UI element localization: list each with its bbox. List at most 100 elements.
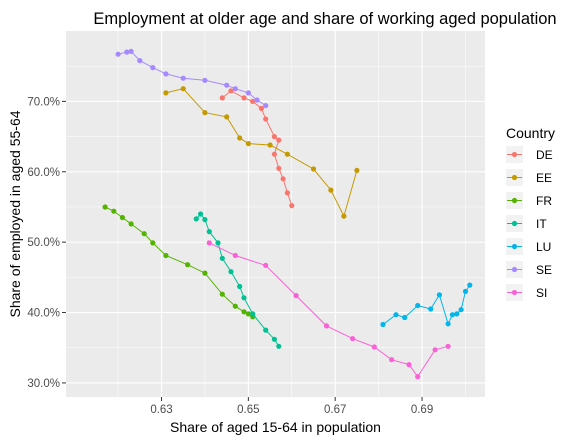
data-point-it: [276, 343, 282, 349]
data-point-se: [163, 71, 169, 77]
data-point-fr: [163, 252, 169, 259]
y-axis-title: Share of employed in aged 55-64: [7, 110, 23, 317]
data-point-it: [241, 295, 247, 301]
y-axis-ticks: 30.0% 40.0% 50.0% 60.0% 70.0%: [27, 96, 66, 390]
data-point-ee: [202, 110, 208, 116]
data-point-ee: [341, 213, 347, 219]
data-point-lu: [445, 321, 451, 327]
data-point-it: [263, 327, 269, 333]
data-point-se: [137, 58, 143, 64]
data-point-lu: [393, 312, 399, 318]
data-point-lu: [454, 311, 460, 317]
data-point-de: [276, 137, 282, 143]
data-point-ee: [224, 114, 230, 120]
data-point-fr: [102, 204, 108, 210]
legend-label-se: SE: [536, 263, 552, 277]
data-point-si: [263, 262, 269, 268]
x-axis-ticks: 0.63 0.65 0.67 0.69: [150, 397, 433, 416]
data-point-ee: [328, 187, 334, 193]
data-point-ee: [284, 151, 290, 157]
series-line-ee: [165, 88, 358, 218]
legend-title: Country: [506, 125, 555, 141]
data-point-de: [271, 151, 277, 157]
data-point-de: [228, 88, 234, 94]
series-fr: [102, 204, 256, 320]
series-it: [193, 211, 282, 349]
data-point-it: [219, 255, 225, 261]
data-point-fr: [111, 208, 117, 214]
data-point-se: [115, 51, 121, 57]
data-point-ee: [237, 135, 243, 141]
data-point-si: [232, 252, 238, 259]
x-tick-label: 0.65: [237, 404, 259, 416]
data-point-lu: [402, 314, 408, 321]
legend-key-point: [511, 174, 518, 181]
legend-label-ee: EE: [536, 171, 552, 185]
data-point-si: [389, 357, 395, 363]
data-point-de: [250, 98, 256, 104]
x-tick-label: 0.63: [150, 404, 172, 416]
data-point-ee: [354, 167, 360, 173]
series-de: [219, 88, 295, 209]
series-si: [206, 240, 451, 380]
data-point-fr: [219, 291, 225, 297]
legend-item-si: SI: [506, 284, 547, 301]
data-point-ee: [163, 90, 169, 96]
data-point-it: [202, 217, 208, 223]
data-point-fr: [245, 311, 251, 317]
legend-label-si: SI: [536, 286, 547, 300]
data-point-ee: [267, 142, 273, 148]
legend-item-de: DE: [506, 146, 553, 163]
legend-item-se: SE: [506, 261, 552, 278]
legend: Country DE EE FR IT LU SE SI: [506, 125, 555, 301]
data-point-de: [258, 105, 264, 111]
data-point-se: [150, 65, 156, 71]
data-point-de: [280, 176, 286, 182]
data-point-it: [228, 269, 234, 275]
legend-item-lu: LU: [506, 238, 551, 255]
data-point-si: [432, 347, 438, 353]
data-point-si: [445, 343, 451, 349]
data-point-si: [293, 293, 299, 299]
data-point-lu: [467, 282, 473, 288]
data-point-se: [254, 97, 260, 103]
data-point-lu: [462, 288, 469, 294]
data-point-de: [271, 134, 277, 140]
data-point-lu: [415, 302, 421, 309]
data-point-se: [232, 86, 238, 92]
data-point-fr: [141, 231, 147, 237]
y-tick-label: 30.0%: [27, 378, 60, 390]
data-point-se: [202, 77, 208, 83]
legend-item-fr: FR: [506, 192, 552, 209]
data-point-fr: [202, 270, 208, 276]
data-point-se: [180, 75, 186, 81]
grid-major: [66, 31, 485, 397]
y-tick-label: 70.0%: [27, 96, 60, 108]
legend-keys: DE EE FR IT LU SE SI: [506, 146, 553, 301]
legend-key-point: [511, 151, 518, 158]
data-point-lu: [380, 321, 386, 328]
data-point-fr: [119, 214, 125, 221]
data-point-si: [206, 240, 212, 246]
data-point-it: [250, 311, 256, 317]
grid-minor: [66, 31, 485, 397]
series-se: [115, 48, 269, 109]
data-point-it: [271, 336, 277, 342]
data-point-it: [193, 216, 199, 222]
data-point-lu: [449, 312, 455, 318]
data-point-lu: [428, 306, 434, 312]
data-point-si: [350, 336, 356, 342]
y-tick-label: 50.0%: [27, 237, 60, 249]
data-point-fr: [241, 309, 247, 315]
data-point-se: [245, 90, 251, 96]
data-point-lu: [458, 307, 464, 313]
x-tick-label: 0.67: [324, 404, 346, 416]
legend-label-it: IT: [536, 217, 547, 231]
data-point-fr: [150, 240, 156, 246]
series-layer: [102, 48, 473, 380]
legend-key-point: [511, 243, 518, 250]
legend-label-de: DE: [536, 148, 553, 162]
legend-key-point: [511, 266, 518, 273]
data-point-de: [219, 95, 225, 101]
